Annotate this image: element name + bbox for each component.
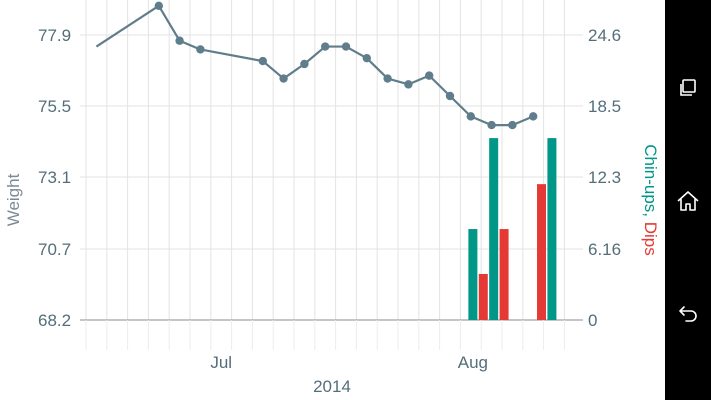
grid-lines	[80, 0, 583, 350]
weight-point	[300, 59, 309, 69]
weight-point	[404, 80, 413, 89]
dips-bar-1	[499, 229, 509, 320]
right-axis-ticks: 24.6 18.5 12.3 6.16 0	[588, 26, 621, 330]
home-icon	[677, 191, 699, 211]
weight-point	[425, 71, 434, 80]
weight-point	[279, 74, 288, 83]
weight-line	[95, 1, 538, 130]
weight-point	[487, 120, 496, 130]
recent-apps-icon	[680, 79, 696, 96]
weight-point	[154, 1, 163, 11]
right-tick-label: 12.3	[588, 168, 621, 187]
right-axis-title-sep: ,	[641, 212, 660, 221]
chart: 77.9 75.5 73.1 70.7 68.2 24.6 18.5 12.3 6.16 0 J…	[4, 0, 660, 396]
left-tick-label: 70.7	[38, 240, 71, 259]
home-button[interactable]	[665, 181, 711, 221]
weight-point	[196, 45, 205, 54]
chin-ups-bar-0	[468, 229, 478, 320]
bars	[468, 138, 557, 320]
weight-point	[341, 42, 351, 51]
chin-ups-bar-2	[547, 138, 557, 320]
weight-point	[445, 91, 455, 101]
right-axis-title-dips: Dips	[641, 222, 660, 256]
right-tick-label: 6.16	[588, 240, 621, 259]
right-axis-title-chinups: Chin-ups	[641, 144, 660, 212]
weight-point	[529, 112, 538, 121]
left-tick-label: 77.9	[38, 26, 71, 45]
right-tick-label: 18.5	[588, 97, 621, 116]
x-tick-label-aug: Aug	[458, 353, 488, 372]
recent-apps-button[interactable]	[665, 68, 711, 108]
weight-point	[175, 36, 184, 45]
left-axis-title: Weight	[4, 173, 23, 226]
x-tick-label-jul: Jul	[210, 353, 232, 372]
weight-point	[383, 74, 392, 83]
right-tick-label: 0	[588, 311, 597, 330]
left-tick-label: 75.5	[38, 97, 71, 116]
dips-bar-0	[478, 273, 488, 320]
weight-point	[508, 120, 517, 130]
left-tick-label: 73.1	[38, 168, 71, 187]
weight-point	[466, 112, 475, 121]
weight-point	[258, 56, 267, 66]
left-tick-label: 68.2	[38, 311, 71, 330]
back-icon	[679, 306, 697, 322]
weight-point	[321, 42, 330, 51]
left-axis-ticks: 77.9 75.5 73.1 70.7 68.2	[38, 26, 71, 330]
android-nav-bar	[665, 0, 711, 400]
x-axis-ticks: Jul Aug	[210, 353, 488, 372]
chin-ups-bar-1	[489, 138, 499, 320]
right-tick-label: 24.6	[588, 26, 621, 45]
weight-point	[362, 53, 371, 63]
right-axis-title: Chin-ups, Dips	[641, 144, 660, 256]
x-axis-title: 2014	[313, 377, 351, 396]
back-button[interactable]	[665, 292, 711, 332]
dips-bar-2	[537, 184, 547, 320]
